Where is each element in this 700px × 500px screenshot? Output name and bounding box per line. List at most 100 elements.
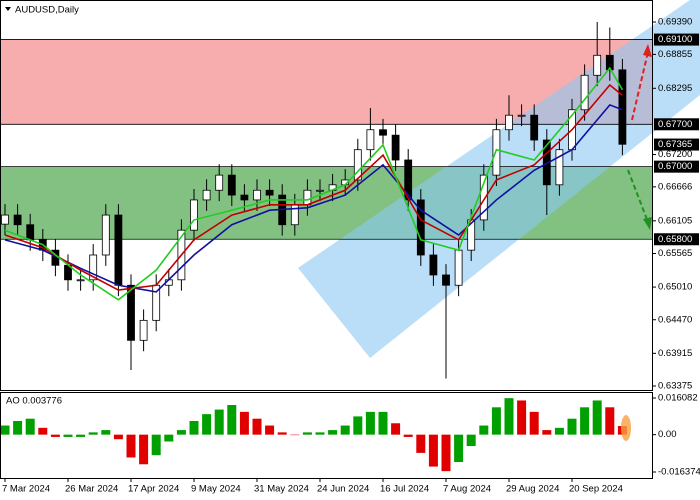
ao-bar bbox=[517, 400, 527, 435]
candle-body bbox=[1, 214, 9, 225]
candle-body bbox=[555, 149, 564, 186]
candle-body bbox=[404, 159, 413, 201]
ao-bar bbox=[428, 434, 438, 467]
ao-bar bbox=[252, 418, 262, 435]
ao-bar bbox=[567, 418, 577, 435]
candle-body bbox=[492, 129, 501, 176]
ao-bar bbox=[290, 434, 300, 436]
x-tick-label: 24 Jun 2024 bbox=[317, 484, 369, 495]
candle-body bbox=[442, 274, 450, 286]
ao-bar bbox=[441, 434, 451, 472]
level-box bbox=[654, 33, 699, 46]
ao-bar bbox=[227, 405, 237, 435]
ao-bar bbox=[466, 434, 476, 447]
ao-bar bbox=[542, 430, 552, 435]
x-tick-label: 20 Sep 2024 bbox=[569, 484, 623, 495]
candle-body bbox=[26, 224, 35, 241]
ao-bar bbox=[151, 434, 161, 456]
ao-bar bbox=[454, 434, 464, 463]
candle-body bbox=[89, 254, 98, 281]
ao-bar bbox=[265, 425, 275, 435]
level-box bbox=[654, 118, 699, 131]
candle-body bbox=[127, 284, 135, 341]
candle-body bbox=[76, 279, 85, 282]
y-tick-label: 0.66105 bbox=[658, 215, 692, 226]
ao-tick-label: 0.016082 bbox=[658, 393, 698, 404]
candle-body bbox=[605, 54, 614, 71]
ao-bar bbox=[63, 434, 73, 437]
candle-body bbox=[13, 214, 22, 226]
level-label: 0.67700 bbox=[658, 119, 692, 130]
ao-bar bbox=[365, 411, 375, 435]
level-box bbox=[654, 138, 699, 151]
ao-bar bbox=[202, 414, 212, 435]
candle-body bbox=[303, 189, 312, 206]
ao-bar bbox=[277, 432, 287, 435]
candle-body bbox=[517, 114, 526, 117]
ao-tick-label: 0.00 bbox=[658, 429, 677, 440]
ao-tick-label: -0.016374 bbox=[658, 467, 700, 478]
ao-bar bbox=[491, 407, 501, 435]
x-tick-label: 29 Aug 2024 bbox=[506, 484, 559, 495]
ao-bar bbox=[580, 407, 590, 435]
moving-average bbox=[4, 83, 623, 291]
candle-body bbox=[391, 134, 400, 161]
level-box bbox=[654, 233, 699, 246]
candle-body bbox=[139, 319, 148, 341]
x-tick-label: 31 May 2024 bbox=[254, 484, 309, 495]
ao-bar bbox=[378, 411, 388, 435]
ao-bar bbox=[315, 432, 325, 435]
ao-bar bbox=[139, 434, 149, 465]
ao-bar bbox=[340, 425, 350, 435]
candle-body bbox=[240, 194, 249, 201]
ao-label: AO 0.003776 bbox=[6, 396, 62, 407]
ao-bar bbox=[164, 434, 174, 442]
ao-bar bbox=[25, 418, 35, 435]
moving-average bbox=[4, 103, 623, 293]
ao-bar bbox=[416, 434, 426, 453]
candle-body bbox=[580, 74, 589, 111]
ao-bar bbox=[189, 420, 199, 435]
candle-body bbox=[202, 189, 211, 201]
ao-bar bbox=[592, 400, 602, 435]
ao-bar bbox=[101, 430, 111, 435]
main-frame bbox=[0, 0, 653, 391]
ao-bar bbox=[38, 427, 48, 435]
candle-body bbox=[101, 214, 110, 256]
y-tick-label: 0.63915 bbox=[658, 348, 692, 359]
ao-bar bbox=[353, 416, 363, 435]
candle-body bbox=[429, 254, 438, 276]
level-label: 0.69100 bbox=[658, 34, 692, 45]
moving-average bbox=[4, 66, 624, 301]
ao-bar bbox=[239, 411, 249, 435]
up-arrow-head bbox=[643, 44, 652, 57]
down-arrow-head bbox=[643, 217, 652, 230]
ao-bar bbox=[126, 434, 136, 458]
candle-body bbox=[593, 54, 602, 76]
candle-body bbox=[190, 199, 198, 231]
y-tick-label: 0.64470 bbox=[658, 314, 692, 325]
y-tick-label: 0.69390 bbox=[658, 17, 692, 28]
candle-body bbox=[416, 199, 425, 256]
x-tick-label: 16 Jul 2024 bbox=[380, 484, 429, 495]
candle-body bbox=[227, 174, 236, 196]
ao-bar bbox=[529, 411, 539, 435]
level-label: 0.67365 bbox=[658, 139, 692, 150]
y-tick-label: 0.65565 bbox=[658, 248, 692, 259]
menu-icon bbox=[5, 7, 11, 11]
y-tick-label: 0.65010 bbox=[658, 282, 692, 293]
candle-body bbox=[265, 189, 274, 196]
level-label: 0.65800 bbox=[658, 234, 692, 245]
plot bbox=[0, 22, 652, 472]
ao-bar bbox=[302, 432, 312, 435]
candle-body bbox=[530, 114, 539, 141]
ao-frame bbox=[0, 392, 653, 479]
candle-body bbox=[379, 129, 387, 136]
ao-bar bbox=[13, 420, 23, 435]
ao-bar bbox=[113, 434, 123, 440]
level-box bbox=[654, 160, 699, 173]
candle-body bbox=[454, 249, 463, 286]
ao-bar bbox=[76, 434, 86, 437]
ao-bar bbox=[605, 407, 615, 435]
